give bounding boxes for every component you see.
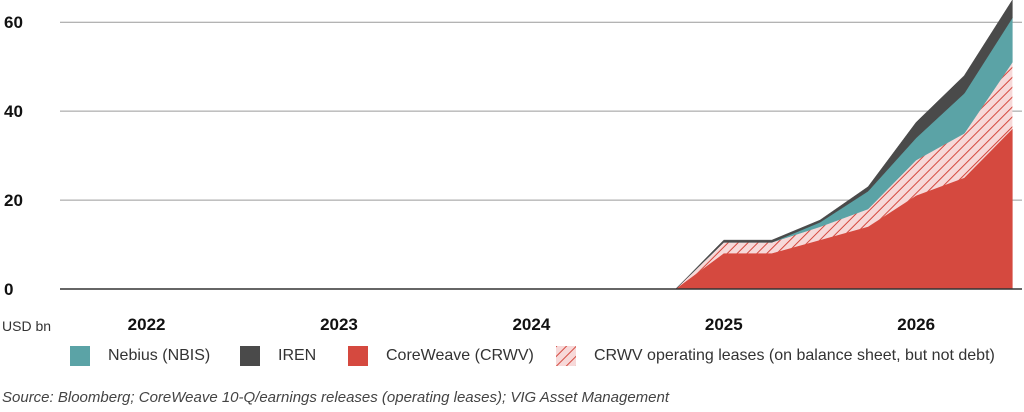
area-series-group — [674, 0, 1013, 290]
legend-item-iren: IREN — [240, 346, 316, 366]
x-tick-label: 2022 — [128, 315, 166, 334]
legend-label-iren: IREN — [278, 347, 317, 364]
legend-label-coreweave: CoreWeave (CRWV) — [386, 347, 534, 364]
legend-swatch-coreweave — [348, 346, 368, 366]
legend-swatch-iren — [240, 346, 260, 366]
legend-item-coreweave: CoreWeave (CRWV) — [348, 346, 534, 366]
legend-swatch-nebius — [70, 346, 90, 366]
y-tick-label: 40 — [4, 102, 23, 121]
gridlines — [60, 21, 1022, 201]
legend-swatch-crwv-leases — [556, 346, 576, 366]
area-series-1 — [675, 62, 1013, 289]
y-tick-label: 20 — [4, 191, 23, 210]
area-series-3 — [675, 0, 1013, 290]
x-tick-label: 2024 — [512, 315, 550, 334]
y-tick-label: 0 — [4, 280, 13, 299]
stacked-area-chart: 0 20 40 60 2022 2023 2024 2025 2026 USD bn — [2, 0, 1022, 334]
x-tick-label: 2023 — [320, 315, 358, 334]
legend: Nebius (NBIS) IREN CoreWeave (CRWV) CRWV… — [0, 346, 1024, 376]
x-tick-label: 2026 — [897, 315, 935, 334]
legend-label-crwv-leases: CRWV operating leases (on balance sheet,… — [594, 347, 995, 364]
x-tick-label: 2025 — [705, 315, 743, 334]
legend-item-crwv-leases: CRWV operating leases (on balance sheet,… — [556, 346, 995, 366]
axes: 0 20 40 60 2022 2023 2024 2025 2026 USD bn — [2, 13, 1022, 334]
y-tick-label: 60 — [4, 13, 23, 32]
source-note: Source: Bloomberg; CoreWeave 10-Q/earnin… — [2, 389, 670, 406]
legend-label-nebius: Nebius (NBIS) — [108, 347, 211, 364]
legend-item-nebius: Nebius (NBIS) — [70, 346, 210, 366]
y-axis-unit-label: USD bn — [2, 318, 51, 334]
